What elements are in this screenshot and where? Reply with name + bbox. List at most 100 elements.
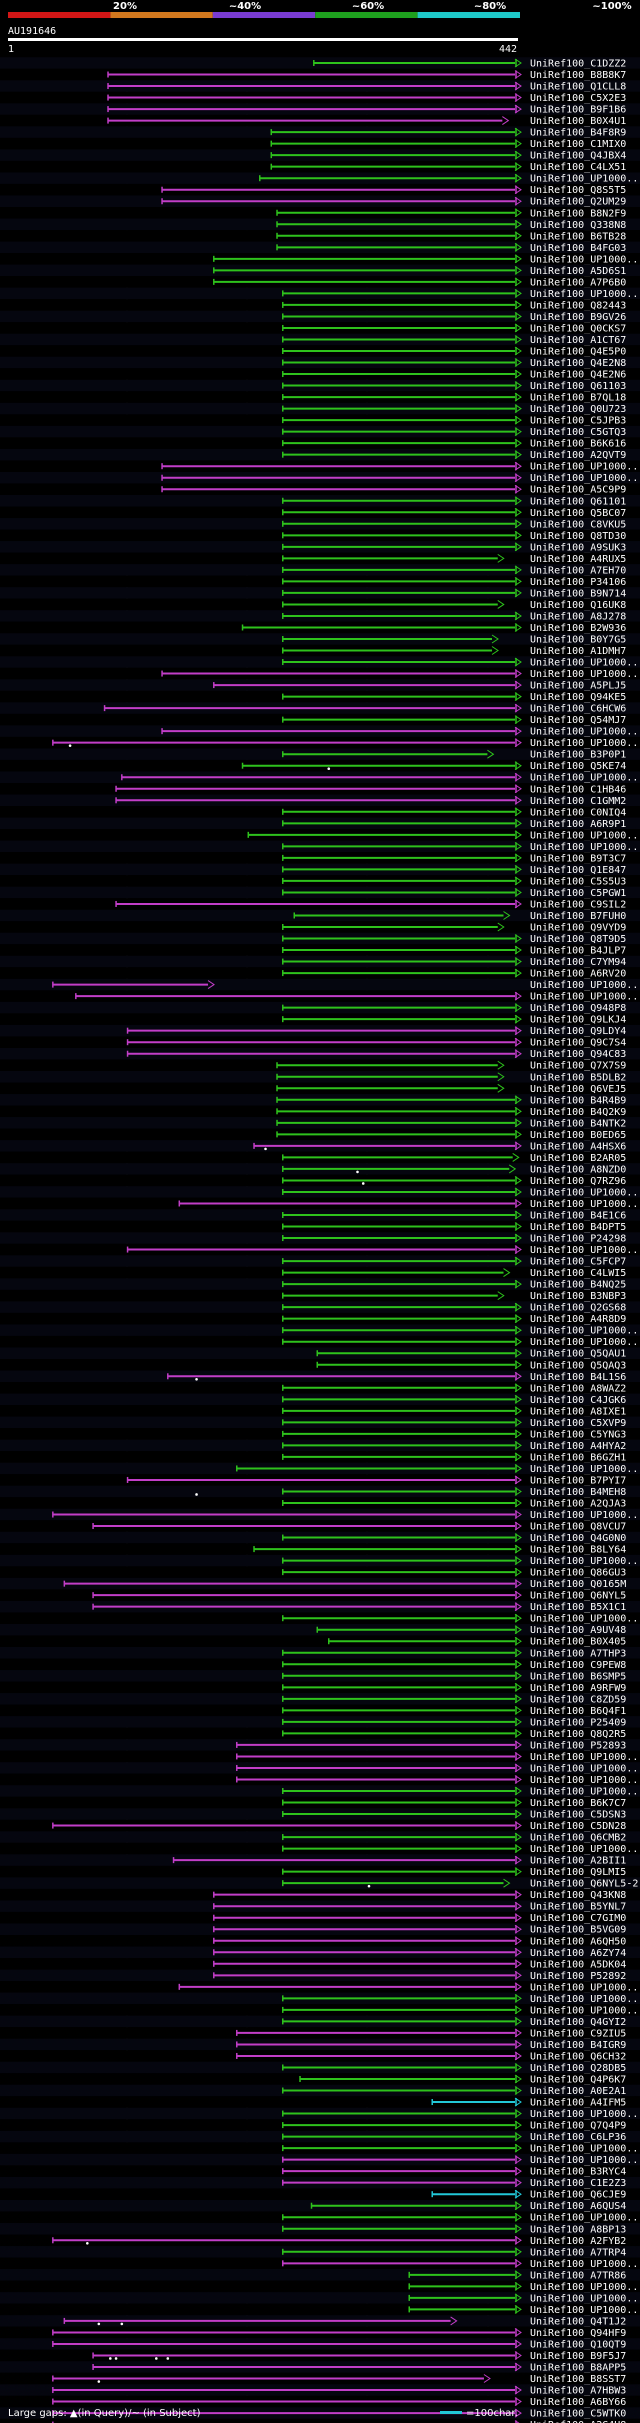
hit-row[interactable]: UniRef100_UP1000.. xyxy=(0,1762,640,1774)
hit-row[interactable]: UniRef100_A7HBW3 xyxy=(0,2384,640,2397)
hit-label[interactable]: UniRef100_UP1000.. xyxy=(530,830,638,841)
hit-row[interactable]: UniRef100_Q43KN8 xyxy=(0,1888,640,1901)
hit-row[interactable]: UniRef100_UP1000.. xyxy=(0,1773,640,1786)
hit-row[interactable]: UniRef100_Q9LMI5 xyxy=(0,1865,640,1878)
hit-label[interactable]: UniRef100_C0NIQ4 xyxy=(530,807,626,818)
hit-label[interactable]: UniRef100_UP1000.. xyxy=(530,1982,638,1993)
hit-row[interactable]: UniRef100_UP1000.. xyxy=(0,829,640,841)
hit-label[interactable]: UniRef100_B2AR05 xyxy=(530,1153,626,1164)
hit-label[interactable]: UniRef100_C5PGW1 xyxy=(530,888,626,899)
hit-label[interactable]: UniRef100_UP1000.. xyxy=(530,289,638,300)
hit-row[interactable]: UniRef100_UP1000.. xyxy=(0,460,640,473)
hit-label[interactable]: UniRef100_UP1000.. xyxy=(530,1775,638,1786)
hit-label[interactable]: UniRef100_B4NQ25 xyxy=(530,1280,626,1291)
hit-row[interactable]: UniRef100_Q7Q4P9 xyxy=(0,2119,640,2132)
hit-row[interactable]: UniRef100_Q4JBX4 xyxy=(0,149,640,162)
hit-label[interactable]: UniRef100_Q4JBX4 xyxy=(530,151,626,162)
hit-label[interactable]: UniRef100_B9T3C7 xyxy=(530,853,626,864)
hit-row[interactable]: UniRef100_Q6VEJ5 xyxy=(0,1082,640,1095)
hit-row[interactable]: UniRef100_A2FYB2 xyxy=(0,2234,640,2247)
hit-row[interactable]: UniRef100_Q6CMB2 xyxy=(0,1831,640,1844)
hit-label[interactable]: UniRef100_UP1000.. xyxy=(530,669,638,680)
hit-row[interactable]: UniRef100_B3RYC4 xyxy=(0,2165,640,2178)
hit-row[interactable]: UniRef100_A2G4H8 xyxy=(0,2418,640,2423)
hit-label[interactable]: UniRef100_A4RUX5 xyxy=(530,554,626,565)
hit-label[interactable]: UniRef100_Q5KE74 xyxy=(530,761,626,772)
hit-label[interactable]: UniRef100_A6R9P1 xyxy=(530,819,626,830)
hit-label[interactable]: UniRef100_Q0165M xyxy=(530,1579,626,1590)
hit-row[interactable]: UniRef100_C1E2Z3 xyxy=(0,2176,640,2189)
hit-row[interactable]: UniRef100_A7P6B0 xyxy=(0,276,640,288)
hit-label[interactable]: UniRef100_A7TR86 xyxy=(530,2270,626,2281)
hit-row[interactable]: UniRef100_A4RUX5 xyxy=(0,552,640,565)
hit-row[interactable]: UniRef100_A8IXE1 xyxy=(0,1405,640,1417)
hit-label[interactable]: UniRef100_Q61103 xyxy=(530,381,626,392)
hit-row[interactable]: UniRef100_C1DZZ2 xyxy=(0,57,640,70)
hit-row[interactable]: UniRef100_B4FG03 xyxy=(0,241,640,254)
hit-row[interactable]: UniRef100_Q1E847 xyxy=(0,863,640,876)
hit-label[interactable]: UniRef100_Q9LDY4 xyxy=(530,1026,626,1037)
hit-label[interactable]: UniRef100_C5X2E3 xyxy=(530,93,626,104)
hit-row[interactable]: UniRef100_C1MIX0 xyxy=(0,137,640,150)
hit-label[interactable]: UniRef100_B8N2F9 xyxy=(530,208,626,219)
hit-row[interactable]: UniRef100_A4R8D9 xyxy=(0,1312,640,1325)
hit-label[interactable]: UniRef100_C7YM94 xyxy=(530,957,626,968)
hit-row[interactable]: UniRef100_UP1000.. xyxy=(0,1335,640,1348)
hit-row[interactable]: UniRef100_UP1000.. xyxy=(0,2257,640,2270)
hit-row[interactable]: UniRef100_B9T3C7 xyxy=(0,852,640,864)
hit-label[interactable]: UniRef100_UP1000.. xyxy=(530,1614,638,1625)
hit-row[interactable]: UniRef100_Q61103 xyxy=(0,379,640,392)
hit-label[interactable]: UniRef100_A5C9P9 xyxy=(530,485,626,496)
hit-row[interactable]: UniRef100_UP1000.. xyxy=(0,2004,640,2016)
hit-label[interactable]: UniRef100_A7HBW3 xyxy=(530,2386,626,2397)
hit-row[interactable]: UniRef100_P25409 xyxy=(0,1716,640,1728)
hit-label[interactable]: UniRef100_B4E1C6 xyxy=(530,1211,626,1222)
hit-row[interactable]: UniRef100_A2BII1 xyxy=(0,1854,640,1867)
hit-label[interactable]: UniRef100_UP1000.. xyxy=(530,727,638,738)
hit-row[interactable]: UniRef100_UP1000.. xyxy=(0,667,640,680)
hit-label[interactable]: UniRef100_B0ED65 xyxy=(530,1130,626,1141)
hit-label[interactable]: UniRef100_C5DN28 xyxy=(530,1821,626,1832)
hit-row[interactable]: UniRef100_B0Y7G5 xyxy=(0,633,640,646)
hit-label[interactable]: UniRef100_A2QJA3 xyxy=(530,1499,626,1510)
hit-row[interactable]: UniRef100_A6BY66 xyxy=(0,2395,640,2408)
hit-label[interactable]: UniRef100_Q0CKS7 xyxy=(530,323,626,334)
hit-label[interactable]: UniRef100_B5YNL7 xyxy=(530,1902,626,1913)
hit-label[interactable]: UniRef100_B6K7C7 xyxy=(530,1798,626,1809)
hit-label[interactable]: UniRef100_UP1000.. xyxy=(530,842,638,853)
hit-row[interactable]: UniRef100_B4IGR9 xyxy=(0,2038,640,2051)
hit-row[interactable]: UniRef100_B2W936 xyxy=(0,621,640,634)
hit-row[interactable]: UniRef100_Q9LKJ4 xyxy=(0,1013,640,1026)
hit-label[interactable]: UniRef100_A6ZY74 xyxy=(530,1948,626,1959)
hit-row[interactable]: UniRef100_C5GTQ3 xyxy=(0,425,640,438)
hit-label[interactable]: UniRef100_B0Y7G5 xyxy=(530,635,626,646)
hit-row[interactable]: UniRef100_Q4G0N0 xyxy=(0,1531,640,1544)
hit-label[interactable]: UniRef100_Q4GYI2 xyxy=(530,2017,626,2028)
hit-label[interactable]: UniRef100_Q4T1J2 xyxy=(530,2316,626,2327)
hit-row[interactable]: UniRef100_A8WAZ2 xyxy=(0,1382,640,1394)
hit-row[interactable]: UniRef100_A8J278 xyxy=(0,610,640,622)
hit-label[interactable]: UniRef100_UP1000.. xyxy=(530,980,638,991)
hit-row[interactable]: UniRef100_UP1000.. xyxy=(0,172,640,185)
hit-label[interactable]: UniRef100_C5GTQ3 xyxy=(530,427,626,438)
hit-row[interactable]: UniRef100_UP1000.. xyxy=(0,1186,640,1198)
hit-row[interactable]: UniRef100_A1CT67 xyxy=(0,333,640,346)
hit-row[interactable]: UniRef100_C1HB46 xyxy=(0,783,640,795)
hit-row[interactable]: UniRef100_UP1000.. xyxy=(0,287,640,300)
hit-label[interactable]: UniRef100_UP1000.. xyxy=(530,254,638,265)
hit-row[interactable]: UniRef100_A6R9P1 xyxy=(0,817,640,830)
hit-row[interactable]: UniRef100_Q8S5T5 xyxy=(0,183,640,196)
hit-row[interactable]: UniRef100_B4DPT5 xyxy=(0,1220,640,1233)
hit-row[interactable]: UniRef100_B7FUH0 xyxy=(0,909,640,922)
hit-row[interactable]: UniRef100_Q94KE5 xyxy=(0,690,640,703)
hit-row[interactable]: UniRef100_UP1000.. xyxy=(0,1197,640,1210)
hit-label[interactable]: UniRef100_Q94KE5 xyxy=(530,692,626,703)
hit-label[interactable]: UniRef100_A2G4H8 xyxy=(530,2420,626,2423)
hit-label[interactable]: UniRef100_Q338N8 xyxy=(530,220,626,231)
hit-row[interactable]: UniRef100_UP1000.. xyxy=(0,2292,640,2304)
hit-label[interactable]: UniRef100_B9GV26 xyxy=(530,312,626,323)
hit-label[interactable]: UniRef100_B9F1B6 xyxy=(530,105,626,116)
hit-row[interactable]: UniRef100_Q2UM29 xyxy=(0,195,640,208)
hit-row[interactable]: UniRef100_B8B8K7 xyxy=(0,68,640,81)
hit-label[interactable]: UniRef100_Q4E5P0 xyxy=(530,347,626,358)
